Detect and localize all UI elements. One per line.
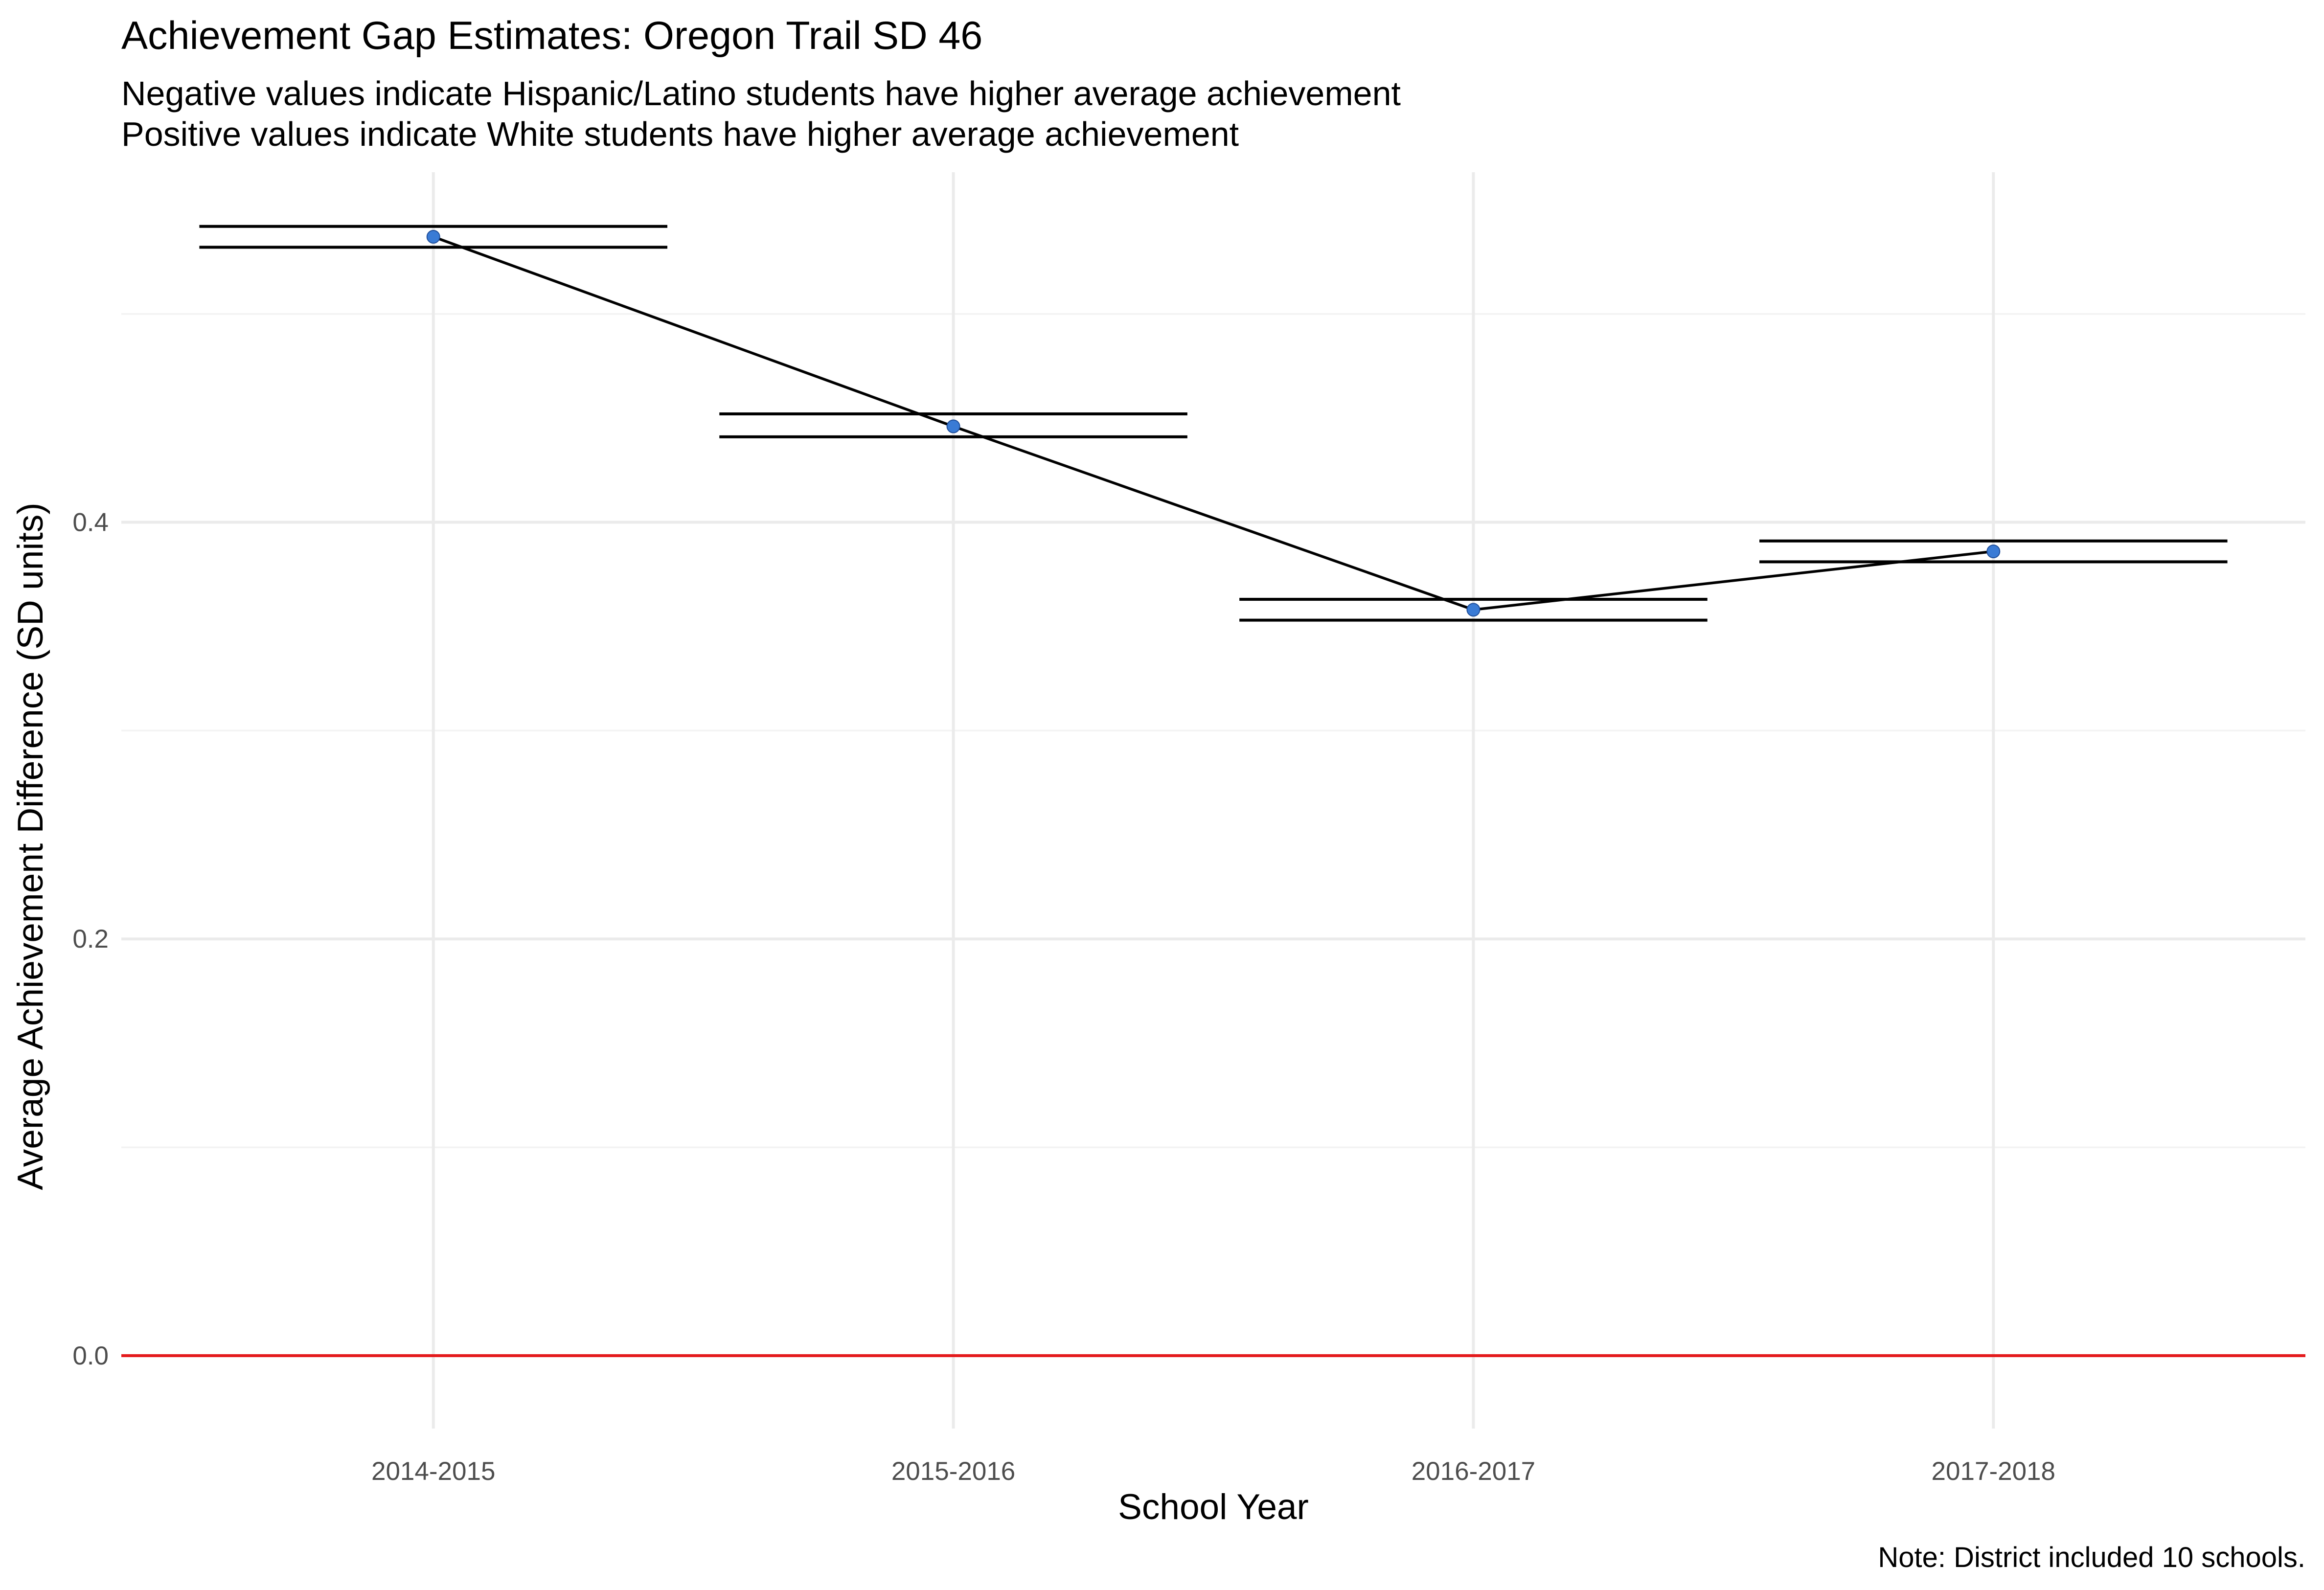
x-tick-label-1: 2015-2016	[891, 1457, 1015, 1486]
y-axis-title: Average Achievement Difference (SD units…	[11, 502, 50, 1190]
chart-subtitle-line-1: Negative values indicate Hispanic/Latino…	[121, 74, 1401, 113]
y-tick-label-1: 0.2	[72, 925, 109, 954]
plot-area: 0.0 0.2 0.4 2014-2015 2015-2016 2016-2017 2017…	[72, 172, 2305, 1486]
chart-subtitle-line-2: Positive values indicate White students …	[121, 115, 1239, 153]
data-point-1	[946, 419, 960, 433]
x-tick-label-0: 2014-2015	[371, 1457, 495, 1486]
x-axis-title: School Year	[1118, 1487, 1309, 1527]
chart-title: Achievement Gap Estimates: Oregon Trail …	[121, 14, 982, 58]
series-line	[433, 235, 1994, 612]
data-point-2	[1466, 603, 1481, 617]
data-point-3	[1986, 545, 2001, 559]
chart-caption: Note: District included 10 schools.	[1878, 1542, 2305, 1573]
x-tick-label-3: 2017-2018	[1932, 1457, 2055, 1486]
y-tick-label-0: 0.0	[72, 1341, 109, 1370]
y-tick-label-2: 0.4	[72, 508, 109, 537]
x-tick-label-2: 2016-2017	[1412, 1457, 1535, 1486]
data-point-0	[426, 230, 440, 244]
